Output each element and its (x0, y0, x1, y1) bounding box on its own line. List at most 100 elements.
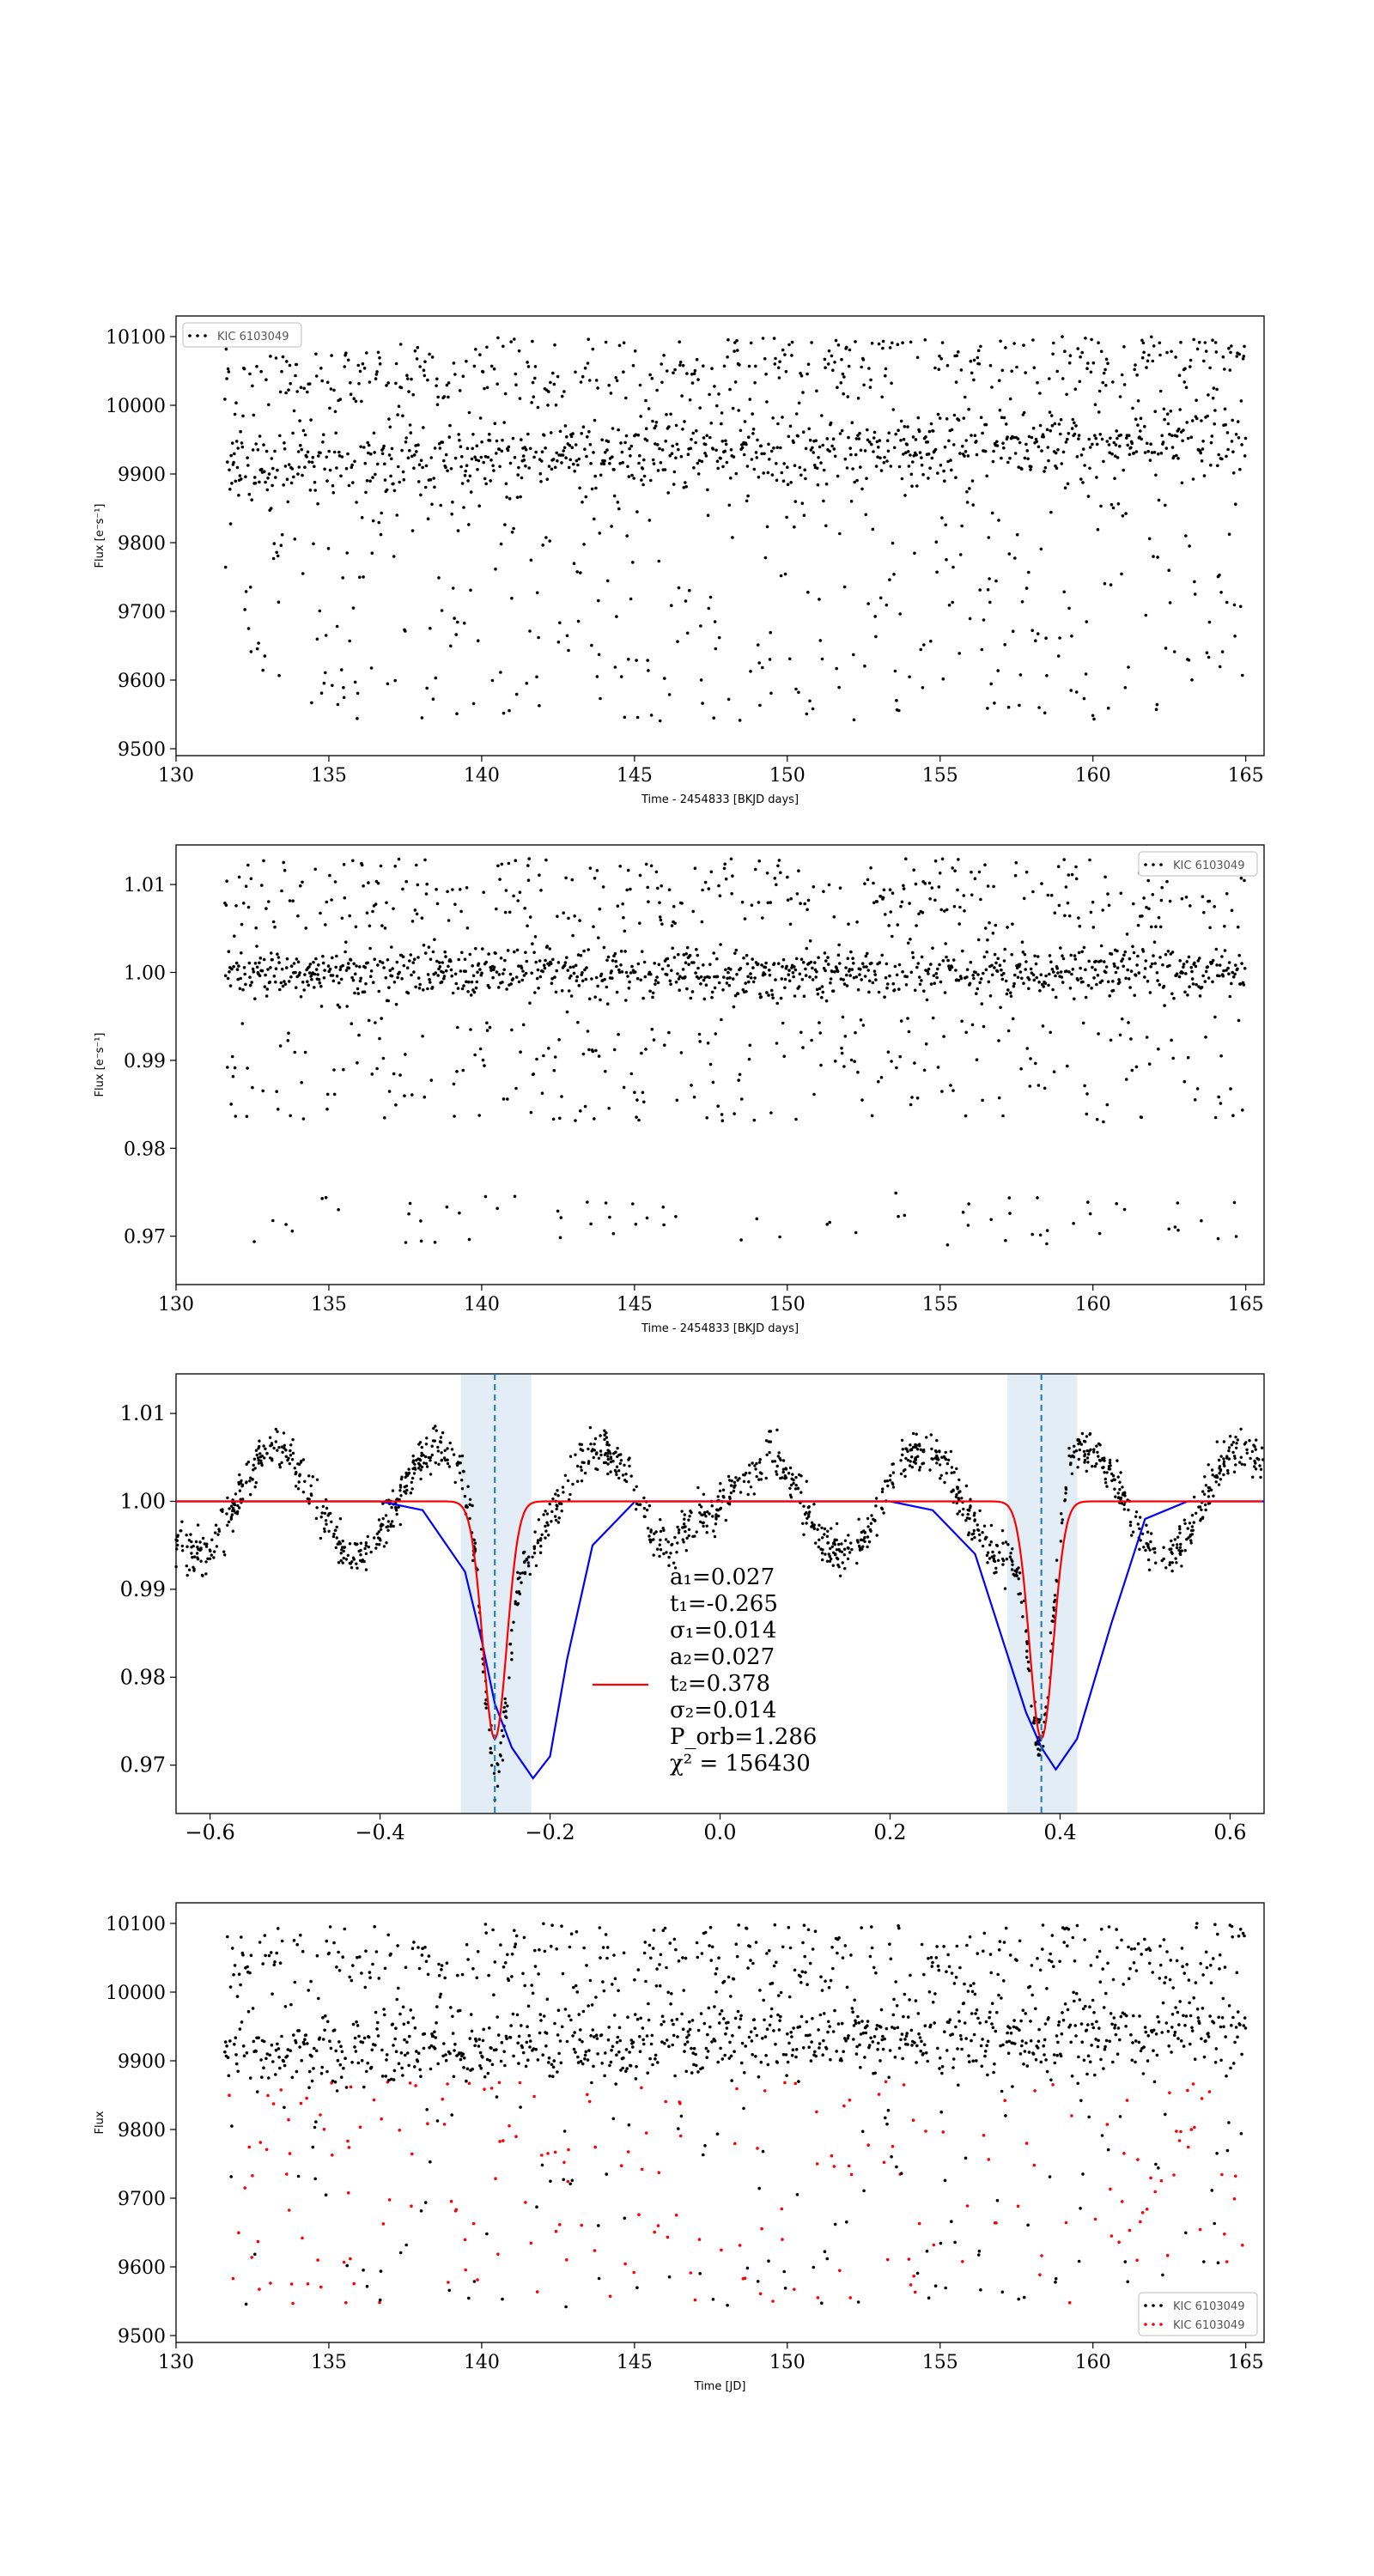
data-point (232, 460, 235, 465)
data-point (616, 904, 620, 908)
data-point (1095, 1462, 1098, 1466)
data-point (460, 951, 464, 955)
data-point (467, 980, 471, 984)
data-point (520, 966, 524, 970)
data-point (757, 859, 761, 863)
data-point (802, 1533, 806, 1536)
data-point (605, 1441, 609, 1444)
data-point (337, 981, 341, 985)
data-point (307, 1474, 311, 1478)
data-point (854, 1230, 858, 1235)
data-point (739, 1238, 743, 1242)
data-point (357, 1549, 361, 1553)
data-point (272, 975, 277, 978)
data-point (619, 675, 623, 678)
data-point (341, 963, 345, 968)
data-point (587, 1447, 590, 1451)
data-point (276, 1449, 279, 1452)
data-point (1028, 1084, 1032, 1088)
data-point (687, 963, 690, 966)
data-point (1072, 1222, 1075, 1225)
model-curve (176, 1500, 1262, 1741)
data-point (430, 986, 435, 989)
data-point (244, 475, 247, 478)
data-point (237, 2231, 240, 2235)
data-point (686, 453, 690, 456)
data-point (872, 430, 877, 434)
data-point (264, 1953, 267, 1958)
data-point (879, 895, 883, 898)
data-point (886, 449, 891, 453)
data-point (510, 1028, 514, 1032)
data-point (648, 989, 652, 993)
data-point (853, 1060, 856, 1063)
data-point (281, 355, 285, 359)
data-point (258, 1452, 262, 1455)
panel-4-points (223, 1922, 1248, 2309)
data-point (482, 890, 485, 894)
data-point (259, 1459, 263, 1462)
data-point (1254, 1448, 1258, 1451)
data-point (436, 974, 440, 977)
data-point (981, 431, 984, 435)
data-point (731, 536, 734, 539)
data-point (1058, 636, 1061, 640)
data-point (1045, 428, 1049, 432)
data-point (713, 385, 716, 388)
data-point (469, 588, 472, 592)
data-point (489, 364, 494, 368)
data-point (374, 1546, 378, 1550)
data-point (1031, 890, 1035, 894)
data-point (306, 390, 309, 394)
data-point (727, 1474, 731, 1479)
data-point (419, 459, 423, 462)
data-point (527, 1555, 531, 1558)
data-point (303, 973, 307, 976)
data-point (916, 962, 921, 965)
data-point (749, 1485, 753, 1489)
data-point (885, 982, 890, 986)
data-point (301, 1117, 306, 1121)
data-point (1237, 1018, 1241, 1023)
data-point (656, 1547, 660, 1551)
data-point (350, 463, 354, 467)
data-point (868, 386, 872, 389)
data-point (755, 456, 759, 459)
data-point (1234, 1435, 1237, 1439)
data-point (389, 474, 392, 478)
data-point (1084, 672, 1088, 676)
x-tick-label: 0.4 (1043, 1820, 1076, 1844)
data-point (682, 1522, 686, 1526)
data-point (842, 982, 847, 986)
data-point (973, 1519, 976, 1522)
data-point (764, 1439, 769, 1443)
data-point (760, 1472, 763, 1475)
data-point (865, 965, 868, 969)
data-point (252, 1457, 257, 1461)
data-point (502, 421, 506, 424)
data-point (657, 963, 661, 967)
fit-parameter-label: a₁=0.027 (670, 1564, 775, 1590)
data-point (968, 617, 972, 621)
data-point (826, 1541, 830, 1545)
data-point (854, 1030, 857, 1035)
data-point (416, 956, 420, 959)
data-point (328, 468, 332, 472)
data-point (699, 975, 703, 979)
data-point (1195, 347, 1200, 351)
data-point (812, 451, 816, 454)
data-point (967, 407, 970, 411)
data-point (321, 961, 325, 965)
data-point (505, 495, 508, 499)
data-point (265, 488, 270, 492)
data-point (1083, 1461, 1086, 1464)
y-tick-label: 0.97 (124, 1227, 166, 1249)
data-point (316, 973, 319, 976)
data-point (768, 658, 772, 661)
data-point (774, 356, 777, 361)
data-point (677, 586, 681, 590)
data-point (1100, 437, 1104, 441)
data-point (428, 977, 431, 981)
data-point (1110, 952, 1114, 956)
data-point (1222, 969, 1225, 973)
